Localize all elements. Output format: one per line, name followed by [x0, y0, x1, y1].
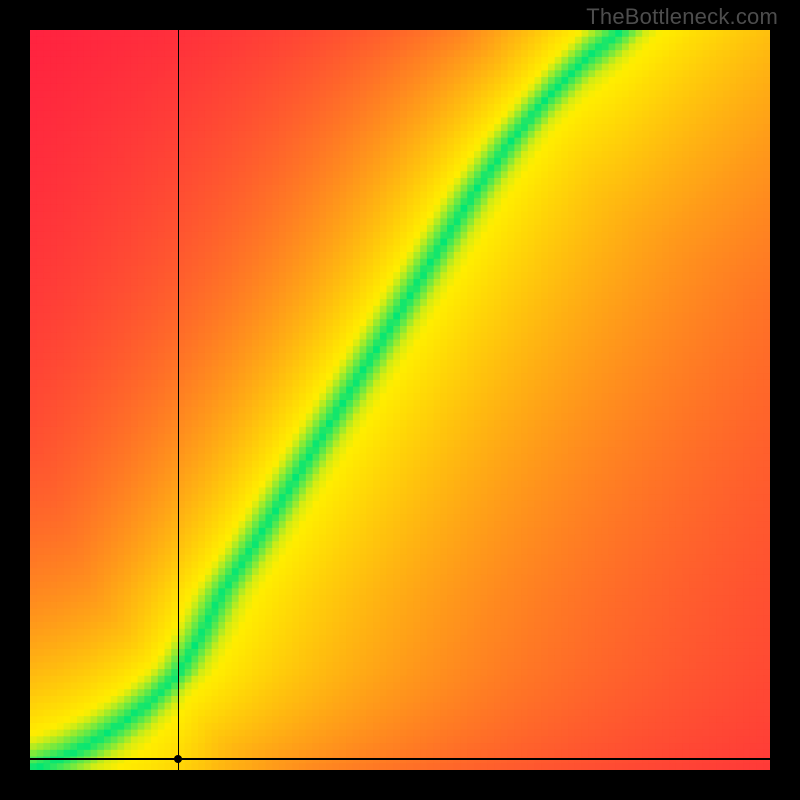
crosshair-horizontal — [30, 758, 770, 759]
crosshair-vertical — [178, 30, 179, 770]
chart-container: TheBottleneck.com — [0, 0, 800, 800]
crosshair-marker — [174, 755, 182, 763]
heatmap-canvas — [30, 30, 770, 770]
watermark-text: TheBottleneck.com — [586, 4, 778, 30]
plot-area — [30, 30, 770, 770]
